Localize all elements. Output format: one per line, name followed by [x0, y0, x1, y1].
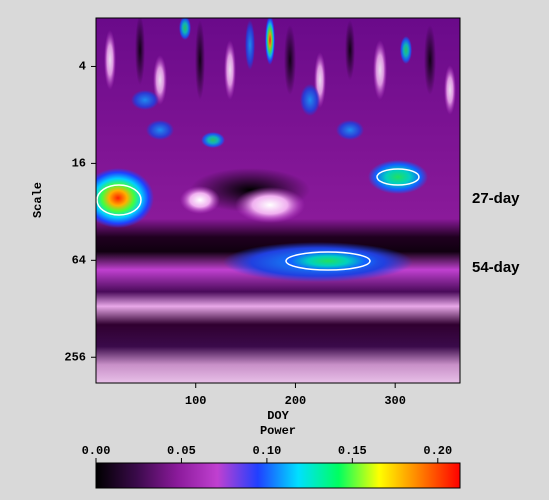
- x-tick-label: 200: [285, 394, 307, 408]
- y-tick-label: 16: [72, 157, 86, 171]
- y-tick-label: 256: [64, 350, 86, 364]
- y-tick-label: 4: [79, 60, 86, 74]
- colorbar-tick-label: 0.10: [252, 444, 281, 458]
- heatmap: [96, 18, 460, 383]
- colorbar-tick-label: 0.05: [167, 444, 196, 458]
- colorbar-label: Power: [260, 424, 296, 438]
- colorbar: [95, 462, 461, 489]
- x-axis-label: DOY: [267, 409, 289, 423]
- colorbar-tick-label: 0.00: [82, 444, 111, 458]
- annotation: 27-day: [472, 190, 520, 207]
- x-tick-label: 100: [185, 394, 207, 408]
- colorbar-tick-label: 0.20: [423, 444, 452, 458]
- annotation: 54-day: [472, 259, 520, 276]
- colorbar-tick-label: 0.15: [338, 444, 367, 458]
- plot-frame: [95, 17, 461, 384]
- x-tick-label: 300: [384, 394, 406, 408]
- y-tick-label: 64: [72, 253, 86, 267]
- y-axis-label: Scale: [31, 182, 45, 218]
